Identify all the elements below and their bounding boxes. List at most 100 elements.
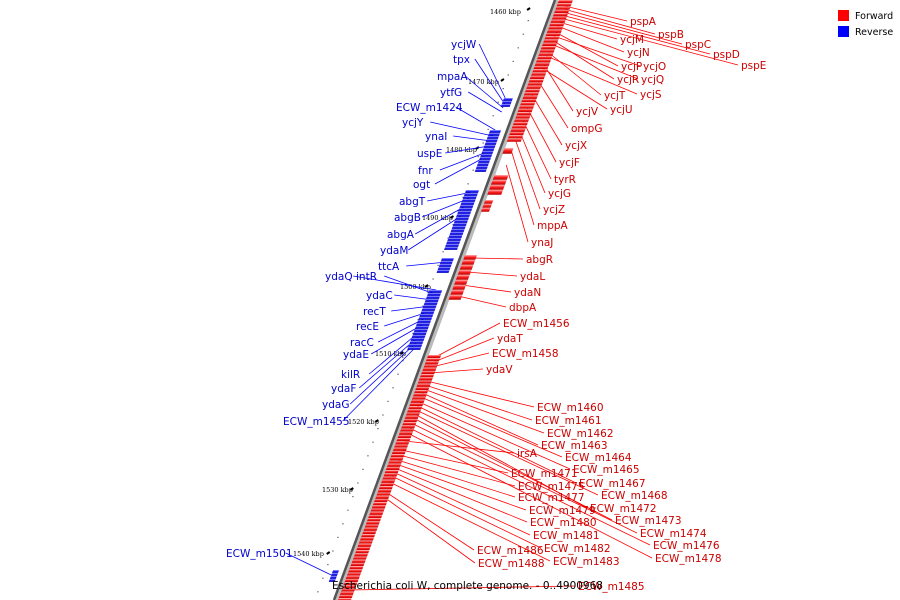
gene-label-ycjs[interactable]: ycjS [640, 89, 662, 101]
gene-label-abgr[interactable]: abgR [526, 254, 553, 266]
gene-label-abgt[interactable]: abgT [399, 196, 426, 208]
gene-label-ecw-m1455[interactable]: ECW_m1455 [283, 416, 350, 428]
gene-label-ecw-m1460[interactable]: ECW_m1460 [537, 402, 604, 414]
gene-label-ycjz[interactable]: ycjZ [543, 204, 565, 216]
gene-label-ydav[interactable]: ydaV [486, 364, 513, 376]
gene-label-ycjy[interactable]: ycjY [402, 117, 424, 129]
gene-label-pspa[interactable]: pspA [630, 16, 657, 28]
gene-label-ogt[interactable]: ogt [413, 179, 430, 191]
gene-label-dbpa[interactable]: dbpA [509, 302, 537, 314]
gene-label-mppa[interactable]: mppA [537, 220, 569, 232]
gene-label-ycjo[interactable]: ycjO [643, 61, 666, 73]
gene-label-ecw-m1480[interactable]: ECW_m1480 [530, 517, 597, 529]
gene-label-ecw-m1481[interactable]: ECW_m1481 [533, 530, 600, 542]
gene-label-uspe[interactable]: uspE [417, 148, 442, 160]
gene-label-ycjf[interactable]: ycjF [559, 157, 580, 169]
forward-gene-block [339, 591, 355, 595]
legend-reverse-label: Reverse [855, 27, 893, 38]
reverse-gene-block [330, 573, 339, 576]
gene-label-irsa[interactable]: irsA [517, 448, 538, 460]
gene-label-ecw-m1456[interactable]: ECW_m1456 [503, 318, 570, 330]
gene-label-ydaf[interactable]: ydaF [331, 383, 356, 395]
gene-label-ydam[interactable]: ydaM [380, 245, 408, 257]
gene-label-ecw-m1485[interactable]: ECW_m1485 [578, 581, 645, 593]
gene-label-ecw-m1488[interactable]: ECW_m1488 [478, 558, 545, 570]
gene-label-ttca[interactable]: ttcA [378, 261, 400, 273]
reverse-gene-block [418, 317, 433, 320]
gene-label-ompg[interactable]: ompG [571, 123, 602, 135]
gene-label-ycjv[interactable]: ycjV [576, 106, 599, 118]
gene-label-ycju[interactable]: ycjU [610, 104, 633, 116]
gene-label-ecw-m1424[interactable]: ECW_m1424 [396, 102, 463, 114]
gene-label-ydaq[interactable]: ydaQ [325, 271, 353, 283]
gene-label-racc[interactable]: racC [350, 337, 374, 349]
gene-label-ynaj[interactable]: ynaJ [531, 237, 553, 249]
forward-gene-block [408, 406, 423, 410]
gene-label-ecw-m1462[interactable]: ECW_m1462 [547, 428, 614, 440]
gene-label-ycjm[interactable]: ycjM [620, 34, 644, 46]
gene-label-ecw-m1471[interactable]: ECW_m1471 [511, 468, 578, 480]
gene-label-ycjq[interactable]: ycjQ [641, 74, 664, 86]
gene-label-ycjt[interactable]: ycjT [604, 90, 626, 102]
gene-label-ecw-m1464[interactable]: ECW_m1464 [565, 452, 632, 464]
leader-line [564, 5, 628, 22]
forward-gene-block [401, 425, 416, 429]
gene-label-ecw-m1477[interactable]: ECW_m1477 [518, 492, 585, 504]
gene-label-pspe[interactable]: pspE [741, 60, 766, 72]
gene-label-rect[interactable]: recT [363, 306, 386, 318]
gene-label-ecw-m1483[interactable]: ECW_m1483 [553, 556, 620, 568]
reverse-gene-block [427, 293, 442, 296]
gene-label-abgb[interactable]: abgB [394, 212, 421, 224]
forward-gene-block [365, 521, 380, 525]
gene-label-ecw-m1463[interactable]: ECW_m1463 [541, 440, 608, 452]
gene-label-ecw-m1468[interactable]: ECW_m1468 [601, 490, 668, 502]
gene-label-ecw-m1475[interactable]: ECW_m1475 [518, 481, 585, 493]
gene-label-kilr[interactable]: kilR [341, 369, 360, 381]
forward-gene-block [388, 460, 403, 464]
forward-gene-block [420, 374, 435, 378]
gene-label-ecw-m1476[interactable]: ECW_m1476 [653, 540, 720, 552]
gene-label-ydae[interactable]: ydaE [343, 349, 369, 361]
gene-label-ynai[interactable]: ynaI [425, 131, 447, 143]
gene-label-ecw-m1467[interactable]: ECW_m1467 [579, 478, 646, 490]
gene-label-ydan[interactable]: ydaN [514, 287, 541, 299]
gene-label-ycjg[interactable]: ycjG [548, 188, 571, 200]
gene-label-ecw-m1474[interactable]: ECW_m1474 [640, 528, 707, 540]
gene-label-ydag[interactable]: ydaG [322, 399, 349, 411]
gene-label-tyrr[interactable]: tyrR [554, 174, 576, 186]
gene-label-ycjr[interactable]: ycjR [617, 74, 639, 86]
gene-label-ecw-m1472[interactable]: ECW_m1472 [590, 503, 657, 515]
gene-label-fnr[interactable]: fnr [418, 165, 433, 177]
gene-label-pspd[interactable]: pspD [713, 49, 740, 61]
gene-label-pspb[interactable]: pspB [658, 29, 684, 41]
gene-label-ydac[interactable]: ydaC [366, 290, 393, 302]
gene-label-ecw-m1473[interactable]: ECW_m1473 [615, 515, 682, 527]
legend: Forward Reverse [838, 10, 893, 38]
gene-label-rece[interactable]: recE [356, 321, 379, 333]
gene-label-ycjp[interactable]: ycjP [621, 61, 642, 73]
gene-label-ycjw[interactable]: ycjW [451, 39, 477, 51]
gene-label-ecw-m1478[interactable]: ECW_m1478 [655, 553, 722, 565]
gene-label-ecw-m1486[interactable]: ECW_m1486 [477, 545, 544, 557]
forward-gene-block [384, 470, 399, 474]
gene-label-mpaa[interactable]: mpaA [437, 71, 468, 83]
gene-label-ytfg[interactable]: ytfG [440, 87, 462, 99]
gene-label-ycjn[interactable]: ycjN [627, 47, 650, 59]
gene-label-ecw-m1461[interactable]: ECW_m1461 [535, 415, 602, 427]
gene-label-ecw-m1479[interactable]: ECW_m1479 [529, 505, 596, 517]
gene-label-ydat[interactable]: ydaT [497, 333, 523, 345]
gene-label-ecw-m1501[interactable]: ECW_m1501 [226, 548, 293, 560]
forward-gene-block [424, 361, 439, 365]
gene-label-ydal[interactable]: ydaL [520, 271, 545, 283]
gene-label-pspc[interactable]: pspC [685, 39, 711, 51]
gene-label-intr[interactable]: intR [356, 271, 377, 283]
reverse-gene-block [414, 326, 429, 329]
leader-line [550, 43, 639, 80]
gene-label-ycjx[interactable]: ycjX [565, 140, 587, 152]
gene-label-ecw-m1482[interactable]: ECW_m1482 [544, 543, 611, 555]
gene-label-ecw-m1458[interactable]: ECW_m1458 [492, 348, 559, 360]
gene-label-tpx[interactable]: tpx [453, 54, 470, 66]
forward-gene-block [523, 92, 539, 96]
gene-label-abga[interactable]: abgA [387, 229, 415, 241]
gene-label-ecw-m1465[interactable]: ECW_m1465 [573, 464, 640, 476]
